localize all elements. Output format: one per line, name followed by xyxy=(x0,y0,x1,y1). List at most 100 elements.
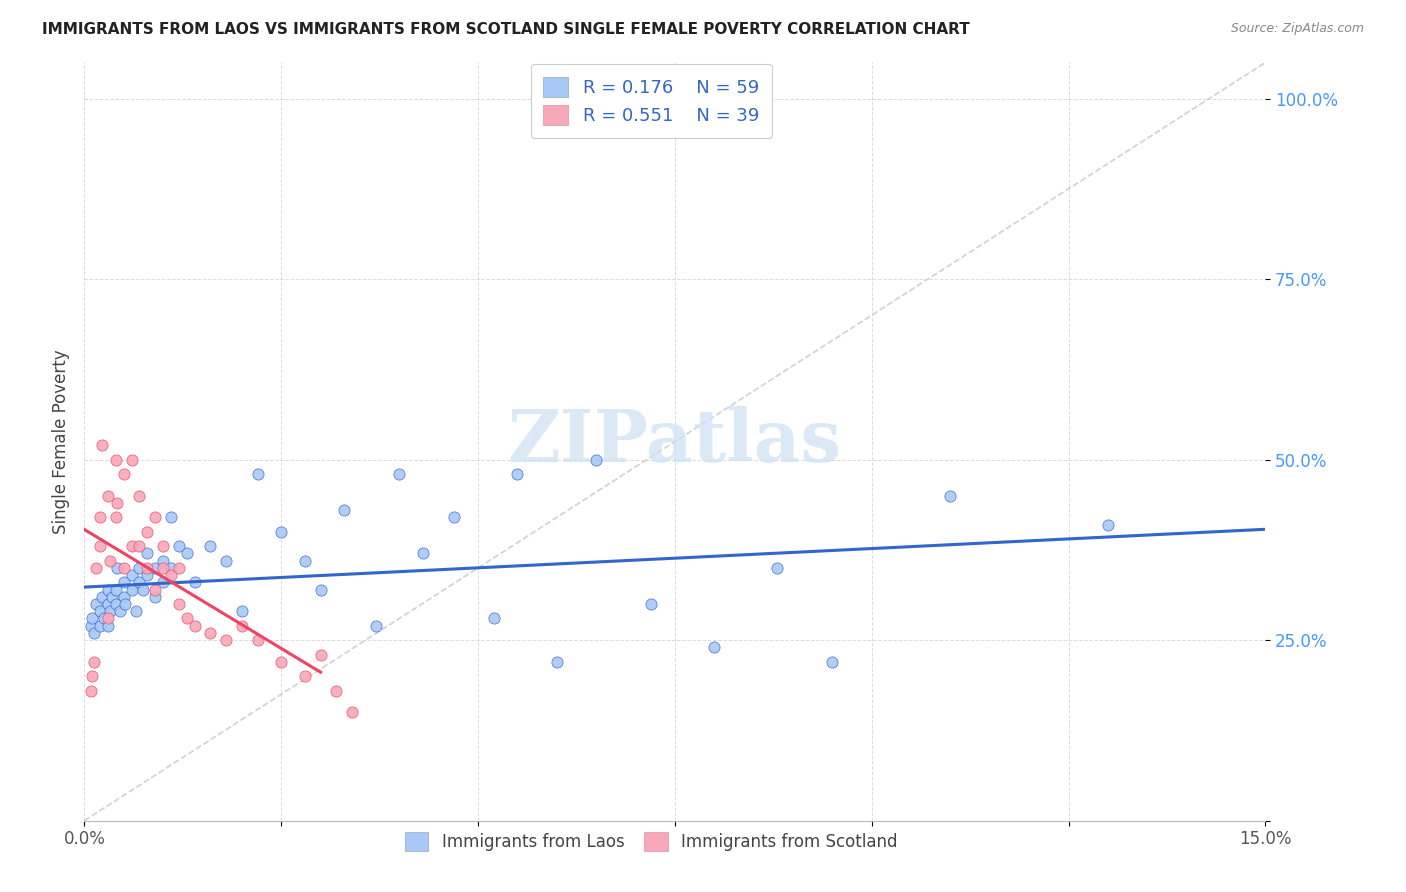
Point xyxy=(97,597,120,611)
Point xyxy=(388,467,411,481)
Point xyxy=(89,539,111,553)
Point xyxy=(79,683,101,698)
Point xyxy=(83,626,105,640)
Point xyxy=(121,539,143,553)
Point xyxy=(231,604,253,618)
Point xyxy=(1097,517,1119,532)
Point xyxy=(89,604,111,618)
Point xyxy=(152,561,174,575)
Point xyxy=(121,452,143,467)
Point xyxy=(93,611,115,625)
Point xyxy=(160,561,183,575)
Point xyxy=(136,546,159,560)
Point xyxy=(309,582,332,597)
Point xyxy=(294,669,316,683)
Point xyxy=(89,618,111,632)
Point xyxy=(114,597,136,611)
Point xyxy=(89,510,111,524)
Point xyxy=(121,568,143,582)
Point xyxy=(364,618,387,632)
Point xyxy=(143,561,166,575)
Point xyxy=(143,590,166,604)
Point xyxy=(333,503,356,517)
Point xyxy=(98,554,121,568)
Point xyxy=(132,582,155,597)
Point xyxy=(84,561,107,575)
Point xyxy=(90,590,112,604)
Point xyxy=(215,554,238,568)
Point xyxy=(143,582,166,597)
Text: IMMIGRANTS FROM LAOS VS IMMIGRANTS FROM SCOTLAND SINGLE FEMALE POVERTY CORRELATI: IMMIGRANTS FROM LAOS VS IMMIGRANTS FROM … xyxy=(42,22,970,37)
Point xyxy=(98,604,121,618)
Text: Source: ZipAtlas.com: Source: ZipAtlas.com xyxy=(1230,22,1364,36)
Point xyxy=(82,611,104,625)
Point xyxy=(246,467,269,481)
Point xyxy=(97,489,120,503)
Point xyxy=(939,489,962,503)
Point xyxy=(112,590,135,604)
Point xyxy=(101,590,124,604)
Point xyxy=(97,611,120,625)
Point xyxy=(128,561,150,575)
Point xyxy=(309,648,332,662)
Point xyxy=(412,546,434,560)
Point xyxy=(104,582,127,597)
Point xyxy=(160,510,183,524)
Point xyxy=(821,655,844,669)
Point xyxy=(294,554,316,568)
Point xyxy=(200,626,222,640)
Point xyxy=(104,452,127,467)
Y-axis label: Single Female Poverty: Single Female Poverty xyxy=(52,350,70,533)
Point xyxy=(90,438,112,452)
Point xyxy=(128,489,150,503)
Point xyxy=(325,683,347,698)
Point xyxy=(176,546,198,560)
Point xyxy=(167,561,190,575)
Point xyxy=(107,496,129,510)
Point xyxy=(176,611,198,625)
Point xyxy=(443,510,465,524)
Point xyxy=(112,561,135,575)
Point xyxy=(152,539,174,553)
Point xyxy=(640,597,662,611)
Point xyxy=(104,597,127,611)
Point xyxy=(506,467,529,481)
Point xyxy=(200,539,222,553)
Point xyxy=(482,611,505,625)
Point xyxy=(121,582,143,597)
Point xyxy=(97,582,120,597)
Point xyxy=(82,669,104,683)
Point xyxy=(167,539,190,553)
Point xyxy=(107,561,129,575)
Point xyxy=(546,655,568,669)
Point xyxy=(167,597,190,611)
Point xyxy=(183,618,205,632)
Point xyxy=(79,618,101,632)
Point xyxy=(270,655,292,669)
Point xyxy=(703,640,725,655)
Point xyxy=(112,575,135,590)
Point xyxy=(766,561,789,575)
Text: ZIPatlas: ZIPatlas xyxy=(508,406,842,477)
Point xyxy=(246,633,269,648)
Point xyxy=(136,561,159,575)
Point xyxy=(160,568,183,582)
Point xyxy=(124,604,146,618)
Point xyxy=(128,575,150,590)
Point xyxy=(136,568,159,582)
Point xyxy=(83,655,105,669)
Point xyxy=(340,706,363,720)
Point xyxy=(152,575,174,590)
Point xyxy=(270,524,292,539)
Point xyxy=(183,575,205,590)
Point xyxy=(84,597,107,611)
Point xyxy=(108,604,131,618)
Point xyxy=(112,467,135,481)
Point xyxy=(97,618,120,632)
Point xyxy=(231,618,253,632)
Point xyxy=(585,452,607,467)
Point xyxy=(128,539,150,553)
Point xyxy=(215,633,238,648)
Point xyxy=(143,510,166,524)
Point xyxy=(152,554,174,568)
